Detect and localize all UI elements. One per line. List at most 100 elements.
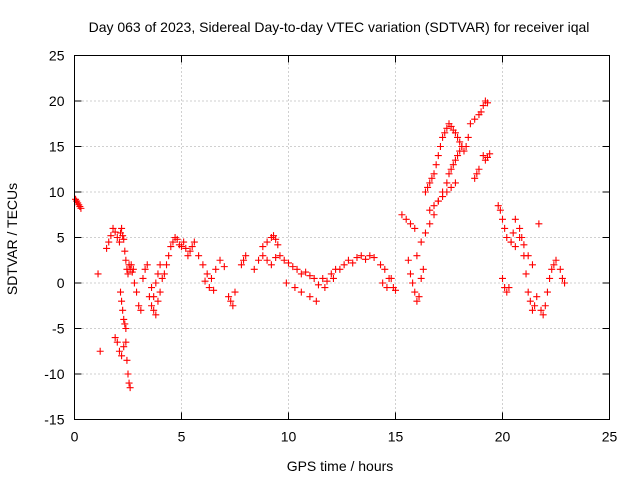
data-point — [528, 306, 536, 314]
data-point — [113, 338, 121, 346]
data-point — [426, 220, 434, 228]
data-point — [443, 179, 451, 187]
data-point — [447, 122, 455, 130]
data-point — [156, 261, 164, 269]
data-point — [154, 270, 162, 278]
data-point — [419, 265, 427, 273]
y-tick-label: 5 — [57, 230, 65, 246]
data-point — [272, 254, 280, 262]
data-point — [133, 288, 141, 296]
data-point — [556, 265, 564, 273]
data-point — [127, 261, 135, 269]
data-point — [430, 170, 438, 178]
data-point — [511, 215, 519, 223]
data-point — [195, 252, 203, 260]
data-point — [154, 297, 162, 305]
data-point — [499, 215, 506, 223]
data-point — [148, 302, 156, 310]
data-point — [323, 277, 331, 285]
data-point — [291, 284, 299, 292]
data-point — [428, 174, 436, 182]
data-point — [122, 338, 130, 346]
data-point — [259, 252, 267, 260]
data-point — [479, 102, 487, 110]
data-point — [139, 274, 147, 282]
data-point — [184, 252, 192, 260]
data-point — [439, 193, 447, 201]
data-point — [130, 279, 138, 287]
data-point — [526, 297, 534, 305]
data-point — [548, 265, 556, 273]
y-tick-label: -5 — [52, 321, 65, 337]
data-point — [520, 252, 528, 260]
data-point — [531, 302, 539, 310]
data-point — [473, 170, 481, 178]
data-point — [447, 183, 455, 191]
data-point — [293, 265, 301, 273]
data-point — [126, 384, 134, 392]
x-tick-label: 15 — [388, 429, 404, 445]
data-point — [297, 288, 305, 296]
data-point — [426, 179, 434, 187]
data-point — [520, 241, 528, 249]
data-point — [178, 243, 185, 251]
data-point — [522, 270, 530, 278]
data-point — [152, 279, 160, 287]
data-point — [336, 265, 344, 273]
data-point — [103, 244, 111, 252]
data-point — [503, 288, 511, 296]
data-point — [486, 150, 494, 158]
x-tick-label: 20 — [495, 429, 511, 445]
data-point — [484, 99, 492, 107]
data-point — [377, 261, 385, 269]
data-point — [454, 133, 462, 141]
data-point — [362, 255, 370, 263]
data-point — [471, 174, 479, 182]
data-point — [406, 220, 414, 228]
data-point — [216, 256, 224, 264]
data-point — [357, 252, 365, 260]
data-point — [123, 356, 131, 364]
x-tick-label: 25 — [602, 429, 618, 445]
y-axis-label: SDTVAR / TECUs — [4, 183, 20, 295]
data-point — [143, 261, 151, 269]
data-point — [225, 293, 233, 301]
data-point — [503, 234, 511, 241]
data-point — [152, 311, 160, 319]
data-point — [496, 206, 504, 214]
data-point — [182, 244, 190, 252]
data-point — [94, 270, 102, 278]
data-point — [449, 161, 457, 169]
data-point — [148, 284, 156, 292]
data-point — [263, 256, 271, 264]
data-point — [321, 284, 329, 292]
x-tick-label: 5 — [178, 429, 186, 445]
data-point — [479, 152, 487, 160]
data-point — [456, 138, 464, 146]
data-point — [421, 229, 429, 237]
data-point — [445, 170, 453, 178]
data-point — [349, 259, 357, 267]
data-point — [466, 120, 474, 128]
data-point — [539, 311, 547, 319]
data-point — [119, 232, 127, 240]
data-point — [432, 161, 440, 169]
data-point — [439, 133, 447, 141]
data-point — [561, 279, 569, 287]
data-point — [552, 256, 560, 264]
data-point — [398, 211, 406, 219]
data-point — [180, 238, 188, 246]
data-point — [344, 256, 352, 264]
data-point — [443, 188, 451, 196]
data-point — [426, 206, 434, 214]
y-tick-label: 10 — [49, 184, 65, 200]
data-point — [165, 252, 173, 260]
data-point — [231, 288, 239, 296]
data-point — [430, 211, 438, 219]
data-point — [280, 256, 288, 264]
data-point — [121, 320, 129, 328]
data-point — [516, 224, 524, 232]
y-tick-label: 25 — [49, 48, 65, 64]
data-point — [150, 293, 158, 301]
data-point — [546, 274, 554, 282]
